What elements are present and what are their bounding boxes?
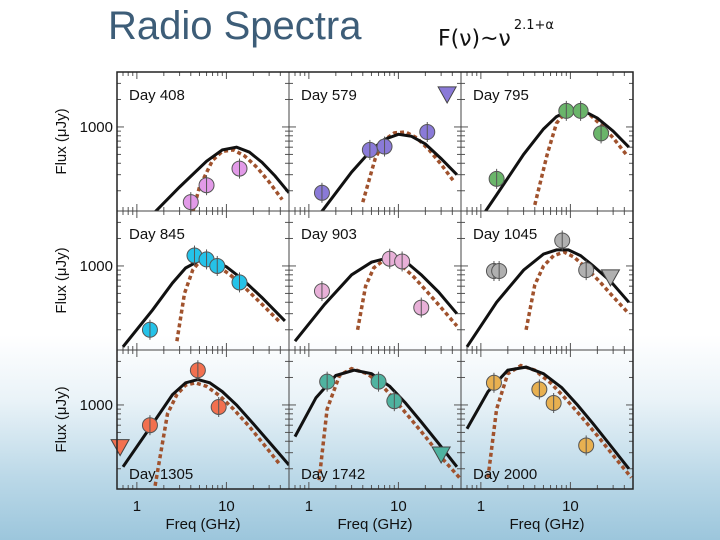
y-tick-label: 1000 (80, 119, 113, 136)
x-tick-label: 10 (562, 498, 579, 515)
panel-label: Day 1742 (301, 466, 365, 483)
y-tick-label: 1000 (80, 397, 113, 414)
panel-label: Day 903 (301, 226, 357, 243)
formula-base: F(ν)~ν (438, 26, 511, 52)
panel-label: Day 795 (473, 87, 529, 104)
panel-label: Day 1305 (129, 466, 193, 483)
slide-title: Radio Spectra (108, 4, 362, 48)
panel-6 (460, 210, 634, 351)
x-tick-label: 1 (305, 498, 313, 515)
model-curve (320, 132, 458, 211)
upper-limit-marker (431, 446, 451, 465)
panel-label: Day 845 (129, 226, 185, 243)
dashed-model-curve (524, 250, 631, 331)
dashed-model-curve (153, 380, 282, 487)
x-axis-label: Freq (GHz) (338, 516, 413, 533)
upper-limit-marker (110, 439, 130, 457)
model-curve (153, 145, 289, 211)
panel-curves (320, 130, 458, 211)
x-axis-label: Freq (GHz) (166, 516, 241, 533)
panel-label: Day 408 (129, 87, 185, 104)
y-axis-label: Flux (μJy) (53, 247, 70, 313)
panel-curves (293, 257, 459, 343)
x-tick-label: 10 (390, 498, 407, 515)
upper-limit-marker (600, 269, 621, 287)
x-tick-label: 10 (218, 498, 235, 515)
y-axis-label: Flux (μJy) (53, 386, 70, 452)
y-axis-label: Flux (μJy) (53, 108, 70, 174)
x-tick-label: 1 (133, 498, 141, 515)
y-tick-label: 1000 (80, 258, 113, 275)
dashed-model-curve (361, 130, 456, 203)
dashed-model-curve (175, 258, 282, 342)
formula-exponent: 2.1+α (513, 18, 554, 33)
panel-curves (121, 377, 289, 487)
model-curve (121, 377, 289, 468)
panel-label: Day 1045 (473, 226, 537, 243)
spectral-formula: F(ν)~ν2.1+α (438, 18, 554, 52)
x-tick-label: 1 (477, 498, 485, 515)
upper-limit-marker (437, 86, 457, 104)
panel-4 (116, 210, 290, 351)
panel-label: Day 579 (301, 87, 357, 104)
x-axis-label: Freq (GHz) (510, 516, 585, 533)
dashed-model-curve (486, 363, 633, 479)
figure-frame (116, 71, 634, 490)
panel-label: Day 2000 (473, 466, 537, 483)
